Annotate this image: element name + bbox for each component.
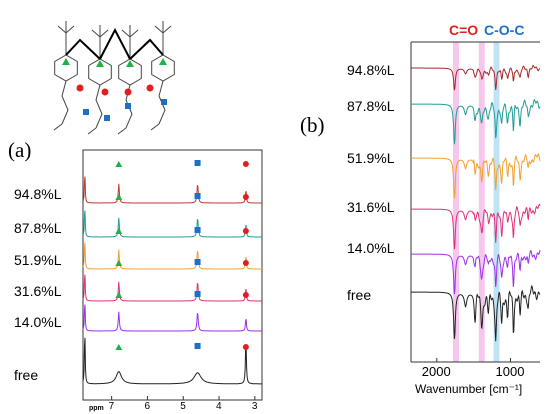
ir-trace-label-2: 51.9%L (347, 150, 395, 166)
triangle-marker (115, 344, 123, 350)
ir-trace-1 (411, 98, 541, 145)
nmr-trace-0 (82, 176, 262, 204)
bridge-h-marker (76, 84, 84, 92)
aromatic-h-marker (96, 60, 104, 67)
methylene-bridge (65, 38, 101, 60)
square-marker (194, 193, 201, 199)
ir-x-tick-label-1: 1000 (495, 364, 525, 379)
ir-trace-3 (411, 203, 541, 250)
circle-marker (242, 194, 249, 200)
nmr-trace-4 (82, 304, 262, 332)
nmr-x-tick-label-0: 7 (108, 401, 115, 412)
carboxylate-bond (150, 123, 160, 131)
triangle-marker (115, 292, 123, 298)
ir-band-label-co: C=O (449, 22, 479, 38)
nmr-frame (82, 149, 263, 401)
nmr-trace-1 (82, 210, 262, 238)
nmr-trace-label-1: 87.8%L (14, 220, 62, 236)
nmr-x-tick-label-2: 5 (180, 401, 186, 412)
och2-marker (104, 115, 110, 121)
carboxylate-bond (87, 127, 97, 135)
ir-band-extra (478, 42, 485, 362)
aromatic-h-marker (62, 58, 70, 65)
ir-band-0 (453, 42, 459, 362)
ether-arm (61, 80, 69, 125)
ir-trace-label-0: 94.8%L (347, 62, 395, 78)
ir-x-axis-label: Wavenumber [cm⁻¹] (415, 382, 523, 396)
och2-marker (161, 99, 167, 105)
square-marker (194, 343, 201, 349)
ir-trace-label-4: 14.0%L (347, 240, 395, 256)
och2-marker (83, 109, 89, 115)
panel-b-label: (b) (300, 113, 325, 137)
carboxylate-bond (53, 123, 63, 131)
square-marker (194, 160, 201, 166)
bridge-h-marker (101, 88, 109, 96)
ir-trace-label-5: free (347, 287, 372, 303)
nmr-trace-2 (82, 242, 262, 270)
circle-marker (242, 161, 249, 167)
ir-band-1 (493, 42, 500, 362)
nmr-x-tick-label-4: 3 (251, 401, 258, 412)
circle-marker (242, 228, 249, 234)
square-marker (194, 259, 201, 265)
triangle-marker (115, 161, 123, 167)
aromatic-h-marker (126, 60, 134, 67)
nmr-x-axis-label: ppm (89, 405, 104, 412)
square-marker (194, 227, 201, 233)
nmr-trace-label-0: 94.8%L (14, 186, 62, 202)
circle-marker (242, 292, 249, 298)
circle-marker (242, 260, 249, 266)
ir-trace-4 (411, 249, 541, 295)
bridge-h-marker (124, 88, 132, 96)
nmr-trace-5 (82, 337, 262, 385)
square-marker (194, 291, 201, 297)
nmr-trace-3 (82, 274, 262, 302)
circle-marker (242, 344, 249, 350)
nmr-trace-label-2: 51.9%L (14, 252, 62, 268)
ether-arm (95, 84, 103, 129)
methylene-bridge (129, 38, 164, 60)
nmr-x-tick-label-3: 4 (216, 401, 222, 412)
carboxylate-bond (117, 127, 127, 135)
aromatic-h-marker (159, 58, 167, 65)
nmr-trace-label-5: free (14, 367, 39, 383)
nmr-x-tick-label-1: 6 (144, 401, 150, 412)
ir-trace-5 (411, 284, 541, 342)
triangle-marker (115, 194, 123, 200)
ir-x-tick-label-0: 2000 (421, 364, 451, 379)
methylene-bridge (99, 27, 131, 60)
ir-band-label-coc: C-O-C (484, 22, 525, 38)
triangle-marker (115, 260, 123, 266)
ir-trace-label-1: 87.8%L (347, 98, 395, 114)
nmr-trace-label-3: 31.6%L (14, 283, 62, 299)
nmr-trace-label-4: 14.0%L (14, 314, 62, 330)
ir-trace-2 (411, 152, 541, 199)
triangle-marker (115, 228, 123, 234)
bridge-h-marker (146, 84, 154, 92)
panel-a-label: (a) (8, 138, 32, 162)
ir-trace-0 (411, 64, 540, 91)
ir-trace-label-3: 31.6%L (347, 199, 395, 215)
och2-marker (125, 103, 131, 109)
